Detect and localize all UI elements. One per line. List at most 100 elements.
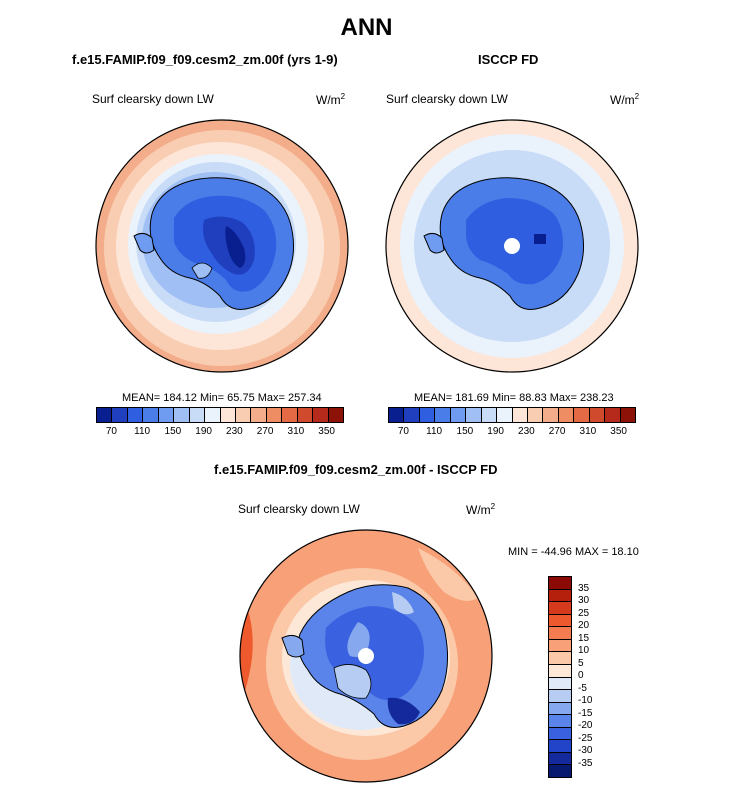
colorbar-swatch	[549, 652, 571, 665]
colorbar-swatch	[549, 752, 571, 766]
colorbar-tick-label: 190	[487, 426, 504, 437]
colorbar-swatch	[174, 408, 190, 422]
difference-stats: MIN = -44.96 MAX = 18.10	[508, 546, 639, 558]
colorbar-difference	[548, 576, 572, 778]
colorbar-tick-label: 70	[397, 426, 409, 437]
colorbar-tick-label: -20	[578, 720, 593, 731]
colorbar-tick-label: -35	[578, 757, 593, 769]
colorbar-swatch	[549, 614, 571, 628]
colorbar-swatch	[549, 690, 571, 703]
colorbar-swatch	[549, 627, 571, 640]
polar-map-obs	[385, 119, 639, 373]
colorbar-swatch	[512, 408, 528, 422]
colorbar-tick-label: 0	[578, 670, 584, 681]
colorbar-tick-label: 230	[226, 426, 243, 437]
colorbar-tick-label: -5	[578, 682, 587, 694]
colorbar-ticks-model: 70 110 150 190 230 270 310 350	[96, 426, 342, 440]
colorbar-tick-label: 230	[518, 426, 535, 437]
colorbar-swatch	[549, 715, 571, 728]
colorbar-tick-label: 25	[578, 607, 590, 619]
colorbar-swatch	[549, 577, 571, 590]
difference-units: W/m2	[466, 502, 496, 517]
colorbar-swatch	[143, 408, 159, 422]
colorbar-swatch	[620, 408, 635, 422]
colorbar-ticks-difference: 35 30 25 20 15 10 5 0 -5 -10 -15 -20 -25 -30 -35	[578, 576, 618, 776]
colorbar-tick-label: 190	[195, 426, 212, 437]
colorbar-tick-label: 150	[456, 426, 474, 437]
panel-stats-model: MEAN= 184.12 Min= 65.75 Max= 257.34	[122, 392, 322, 404]
colorbar-swatch	[549, 639, 571, 653]
colorbar-swatch	[251, 408, 267, 422]
difference-heading: f.e15.FAMIP.f09_f09.cesm2_zm.00f - ISCCP…	[214, 462, 498, 477]
colorbar-tick-label: 5	[578, 657, 584, 669]
colorbar-tick-label: 110	[134, 426, 151, 437]
colorbar-swatch	[189, 408, 206, 422]
colorbar-swatch	[112, 408, 128, 422]
colorbar-swatch	[549, 677, 571, 691]
colorbar-swatch	[481, 408, 498, 422]
colorbar-swatch	[497, 408, 513, 422]
colorbar-swatch	[313, 408, 329, 422]
difference-variable: Surf clearsky down LW	[238, 502, 360, 516]
colorbar-tick-label: -15	[578, 707, 593, 719]
panel-variable-obs: Surf clearsky down LW	[386, 92, 508, 106]
colorbar-swatch	[389, 408, 405, 422]
colorbar-swatch	[605, 408, 621, 422]
colorbar-swatch	[282, 408, 298, 422]
colorbar-swatch	[419, 408, 436, 422]
colorbar-tick-label: -30	[578, 745, 593, 756]
panel-units-model: W/m2	[316, 92, 346, 107]
colorbar-swatch	[549, 740, 571, 753]
colorbar-tick-label: 110	[426, 426, 443, 437]
colorbar-tick-label: 310	[287, 426, 305, 437]
colorbar-swatch	[97, 408, 113, 422]
colorbar-tick-label: 30	[578, 595, 590, 606]
colorbar-swatch	[127, 408, 144, 422]
colorbar-swatch	[235, 408, 252, 422]
colorbar-obs	[388, 407, 636, 423]
colorbar-swatch	[543, 408, 559, 422]
colorbar-swatch	[205, 408, 221, 422]
colorbar-swatch	[527, 408, 544, 422]
colorbar-swatch	[297, 408, 314, 422]
panel-units-obs: W/m2	[610, 92, 640, 107]
colorbar-swatch	[466, 408, 482, 422]
panel-variable-model: Surf clearsky down LW	[92, 92, 214, 106]
panel-stats-obs: MEAN= 181.69 Min= 88.83 Max= 238.23	[414, 392, 614, 404]
colorbar-tick-label: 20	[578, 620, 590, 631]
figure-title: ANN	[340, 14, 393, 41]
colorbar-tick-label: 350	[318, 426, 335, 437]
colorbar-swatch	[558, 408, 575, 422]
colorbar-tick-label: 15	[578, 632, 590, 644]
colorbar-swatch	[220, 408, 236, 422]
colorbar-swatch	[450, 408, 467, 422]
colorbar-swatch	[549, 589, 571, 603]
colorbar-swatch	[549, 702, 571, 716]
colorbar-tick-label: 70	[105, 426, 117, 437]
colorbar-tick-label: 350	[610, 426, 627, 437]
panel-heading-obs: ISCCP FD	[478, 52, 539, 67]
colorbar-swatch	[549, 765, 571, 777]
colorbar-swatch	[574, 408, 590, 422]
colorbar-tick-label: 10	[578, 645, 590, 656]
colorbar-swatch	[328, 408, 343, 422]
colorbar-tick-label: -10	[578, 695, 593, 706]
colorbar-tick-label: 35	[578, 582, 590, 594]
colorbar-tick-label: 270	[548, 426, 566, 437]
colorbar-tick-label: 310	[579, 426, 597, 437]
colorbar-model	[96, 407, 344, 423]
colorbar-swatch	[589, 408, 606, 422]
colorbar-swatch	[158, 408, 175, 422]
colorbar-swatch	[404, 408, 420, 422]
colorbar-swatch	[266, 408, 283, 422]
colorbar-swatch	[549, 664, 571, 678]
colorbar-swatch	[549, 602, 571, 615]
colorbar-tick-label: -25	[578, 732, 593, 744]
colorbar-swatch	[435, 408, 451, 422]
colorbar-ticks-obs: 70 110 150 190 230 270 310 350	[388, 426, 634, 440]
polar-map-model	[95, 119, 349, 373]
colorbar-tick-label: 150	[164, 426, 182, 437]
panel-heading-model: f.e15.FAMIP.f09_f09.cesm2_zm.00f (yrs 1-…	[72, 52, 338, 67]
colorbar-swatch	[549, 727, 571, 741]
colorbar-tick-label: 270	[256, 426, 274, 437]
